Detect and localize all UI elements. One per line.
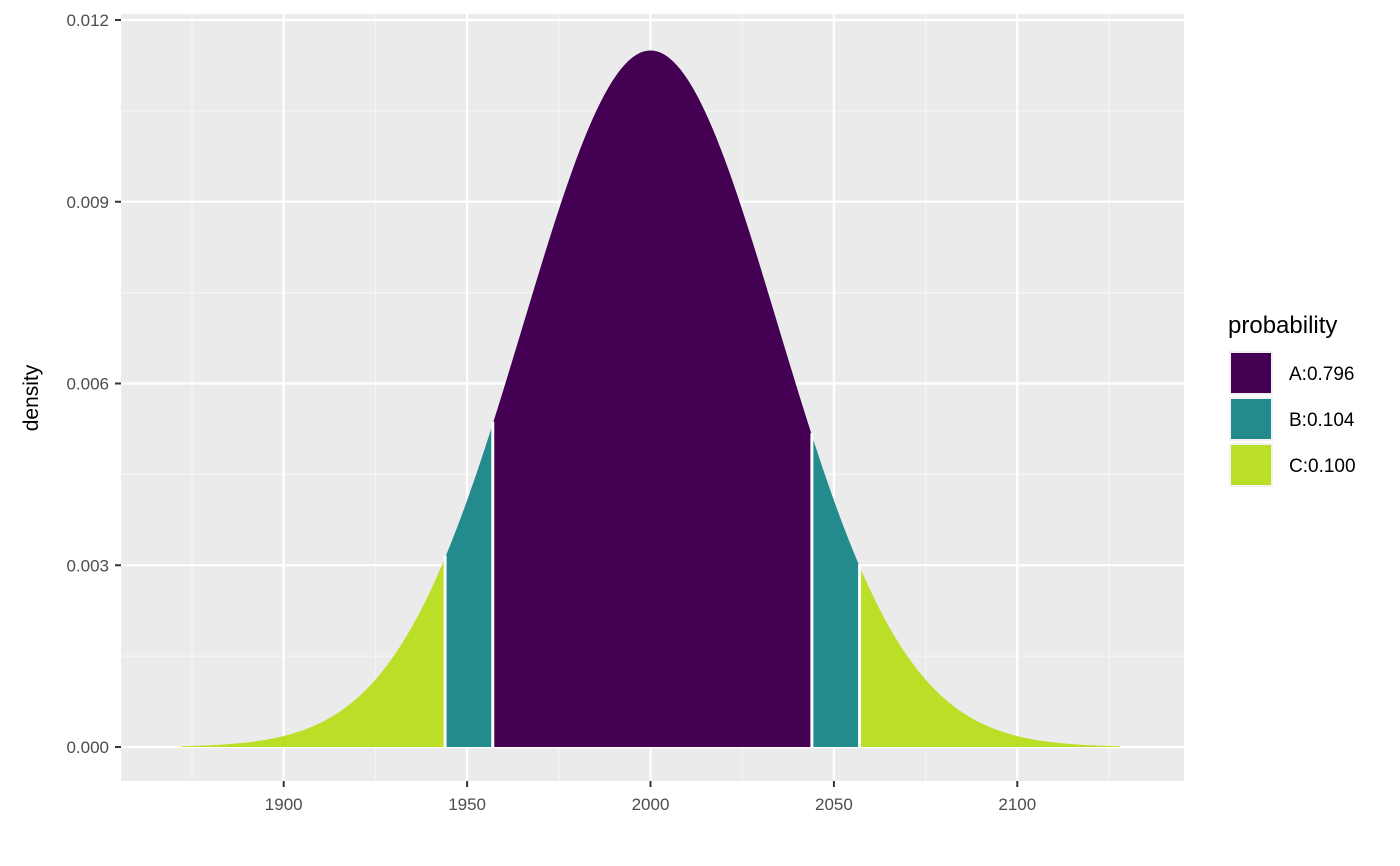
legend-title: probability xyxy=(1228,312,1337,339)
legend-swatch-B xyxy=(1231,399,1271,439)
x-tick-label: 1900 xyxy=(265,795,303,814)
legend-label-B: B:0.104 xyxy=(1289,410,1355,431)
y-axis-title: density xyxy=(20,364,43,431)
density-region-C xyxy=(859,566,1120,747)
y-tick-label: 0.000 xyxy=(66,738,109,757)
x-tick-label: 1950 xyxy=(448,795,486,814)
density-region-C xyxy=(181,557,446,747)
legend-label-A: A:0.796 xyxy=(1289,364,1355,385)
y-tick-label: 0.006 xyxy=(66,375,109,394)
legend-label-C: C:0.100 xyxy=(1289,456,1356,477)
density-region-A xyxy=(492,50,812,748)
y-tick-label: 0.003 xyxy=(66,556,109,575)
y-tick-label: 0.009 xyxy=(66,193,109,212)
x-tick-label: 2100 xyxy=(998,795,1036,814)
x-tick-label: 2000 xyxy=(632,795,670,814)
y-tick-label: 0.012 xyxy=(66,11,109,30)
legend-swatch-C xyxy=(1231,445,1271,485)
legend-swatch-A xyxy=(1231,353,1271,393)
y-axis: 0.000 0.003 0.006 0.009 0.012 xyxy=(66,11,121,757)
density-region-B xyxy=(811,435,860,747)
legend: probability A:0.796 B:0.104 C:0.100 xyxy=(1228,312,1356,487)
density-regions xyxy=(181,50,1120,748)
x-axis: 1900 1950 2000 2050 2100 xyxy=(265,781,1036,814)
density-region-B xyxy=(445,423,493,747)
legend-entries: A:0.796 B:0.104 C:0.100 xyxy=(1229,351,1356,487)
x-tick-label: 2050 xyxy=(815,795,853,814)
